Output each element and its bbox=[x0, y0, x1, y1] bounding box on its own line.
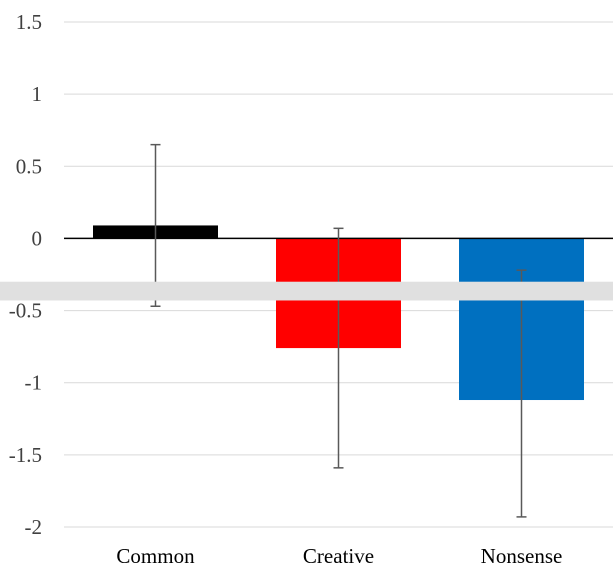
y-tick-label: -2 bbox=[25, 515, 43, 539]
y-tick-label: 1 bbox=[32, 82, 43, 106]
error-bars bbox=[150, 143, 527, 518]
y-tick-label: 0 bbox=[32, 226, 43, 250]
x-tick-label-nonsense: Nonsense bbox=[481, 544, 563, 568]
y-tick-label: -1 bbox=[25, 371, 43, 395]
y-tick-label: 0.5 bbox=[16, 154, 42, 178]
y-tick-label: -0.5 bbox=[9, 299, 42, 323]
gray-overlay-band bbox=[0, 281, 613, 301]
y-tick-label: 1.5 bbox=[16, 10, 42, 34]
x-tick-labels: Common Creative Nonsense bbox=[116, 544, 562, 568]
y-tick-labels: 1.5 1 0.5 0 -0.5 -1 -1.5 -2 bbox=[9, 10, 42, 539]
x-tick-label-common: Common bbox=[116, 544, 195, 568]
x-tick-label-creative: Creative bbox=[303, 544, 374, 568]
overlay-band bbox=[0, 281, 613, 301]
y-tick-label: -1.5 bbox=[9, 443, 42, 467]
